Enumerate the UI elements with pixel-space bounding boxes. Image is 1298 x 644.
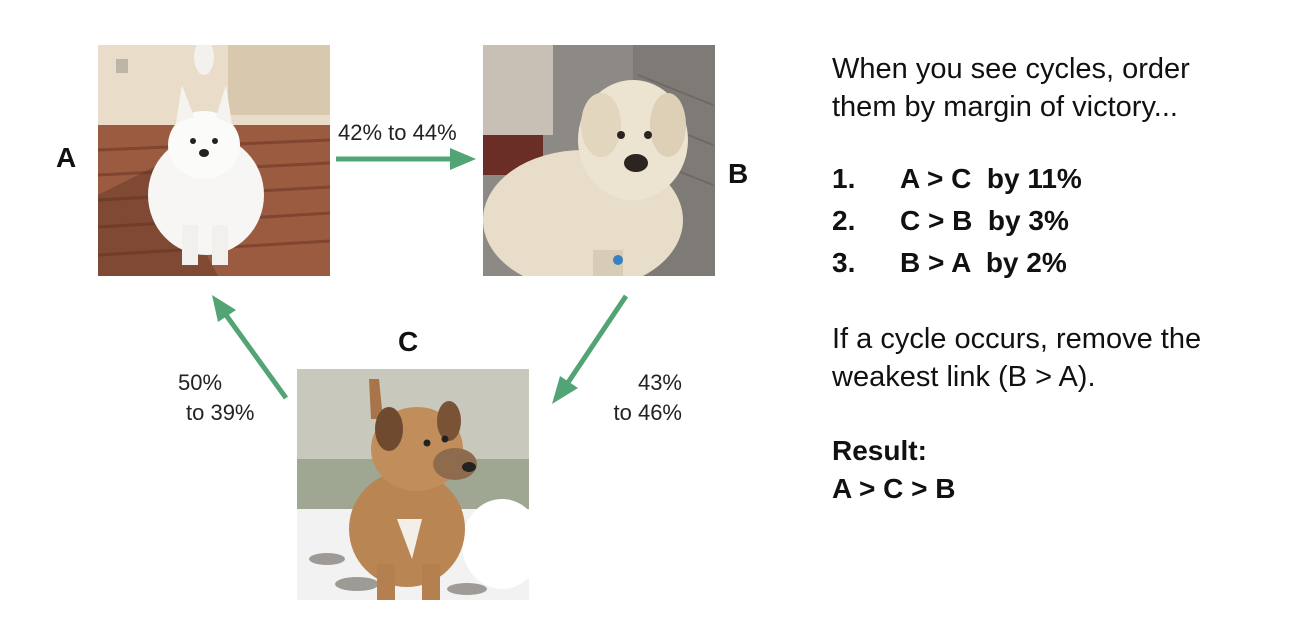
ranking-text: B > A by 2% bbox=[900, 247, 1067, 278]
dog-photo-a bbox=[98, 45, 330, 276]
ranking-item-1: 1. A > C by 11% bbox=[832, 158, 1282, 200]
cycle-rule-line-2: weakest link (B > A). bbox=[832, 361, 1096, 393]
intro-text: When you see cycles, order them by margi… bbox=[832, 50, 1282, 126]
edge-label-c-to-a-line2: to 39% bbox=[186, 400, 255, 425]
edge-label-b-to-c-line2: to 46% bbox=[613, 400, 683, 425]
edge-label-c-to-a: 50% to 39% bbox=[178, 368, 255, 428]
explanation-panel: When you see cycles, order them by margi… bbox=[832, 50, 1282, 508]
cycle-rule-text: If a cycle occurs, remove the weakest li… bbox=[832, 320, 1282, 396]
edge-label-a-to-b-text: 42% to 44% bbox=[338, 120, 457, 145]
dog-photo-c bbox=[297, 369, 529, 600]
node-label-c: C bbox=[398, 326, 419, 357]
edge-label-c-to-a-line1: 50% bbox=[178, 370, 223, 395]
ranking-text: C > B by 3% bbox=[900, 205, 1069, 236]
intro-line-2: them by margin of victory... bbox=[832, 91, 1178, 123]
ranking-number: 3. bbox=[832, 247, 856, 278]
arrow-b-to-c bbox=[552, 294, 629, 404]
edge-label-a-to-b: 42% to 44% bbox=[338, 118, 457, 148]
result-heading: Result: bbox=[832, 435, 927, 466]
node-label-b: B bbox=[728, 158, 749, 189]
arrow-a-to-b bbox=[336, 148, 476, 170]
dog-photo-b bbox=[483, 45, 715, 276]
node-label-a: A bbox=[56, 142, 77, 173]
ranking-item-2: 2. C > B by 3% bbox=[832, 200, 1282, 242]
result-value: A > C > B bbox=[832, 473, 956, 504]
ranking-number: 1. bbox=[832, 163, 856, 194]
edge-label-b-to-c-line1: 43% bbox=[637, 370, 682, 395]
ranking-text: A > C by 11% bbox=[900, 163, 1082, 194]
ranking-list: 1. A > C by 11% 2. C > B by 3% 3. B > A … bbox=[832, 158, 1282, 284]
ranking-item-3: 3. B > A by 2% bbox=[832, 242, 1282, 284]
intro-line-1: When you see cycles, order bbox=[832, 53, 1190, 85]
ranking-number: 2. bbox=[832, 205, 856, 236]
edge-label-b-to-c: 43% to 46% bbox=[588, 368, 683, 428]
cycle-rule-line-1: If a cycle occurs, remove the bbox=[832, 323, 1202, 355]
arrow-c-to-a bbox=[212, 295, 289, 400]
